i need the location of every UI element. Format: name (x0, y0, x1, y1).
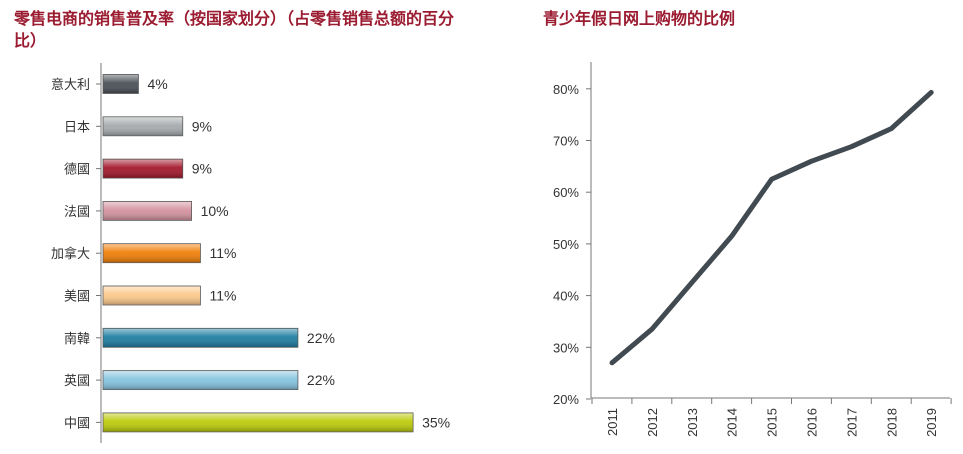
category-label: 英國 (64, 374, 90, 389)
x-tick-label: 2012 (645, 408, 660, 437)
x-tick-label: 2015 (765, 408, 780, 437)
value-label: 10% (201, 203, 229, 219)
value-label: 11% (209, 288, 236, 304)
value-label: 11% (209, 245, 236, 261)
value-label: 35% (422, 414, 450, 430)
y-tick-label: 40% (553, 289, 579, 304)
bar-shine (103, 371, 298, 390)
value-label: 22% (307, 330, 335, 346)
category-label: 德國 (64, 163, 90, 178)
series-line (609, 89, 934, 366)
category-label: 法國 (64, 205, 90, 220)
value-label: 22% (307, 372, 335, 388)
bar-shine (103, 244, 200, 263)
bar-shine (103, 201, 192, 220)
y-tick-label: 30% (553, 340, 579, 355)
bar-shine (103, 159, 183, 178)
line-chart-title: 青少年假日网上购物的比例 (543, 9, 736, 28)
y-tick-label: 60% (553, 185, 579, 200)
bar-shine (103, 328, 298, 347)
x-tick-label: 2013 (685, 408, 700, 437)
y-tick-label: 80% (553, 82, 579, 97)
bar-chart: 意大利 4% 日本 9% 德國 9% 法國 10% 加拿大 11% 美國 11% 南韓 22% 英國 22% 中… (51, 63, 450, 443)
value-label: 4% (147, 76, 167, 92)
bar-shine (103, 413, 413, 432)
bar-shine (103, 117, 183, 136)
category-label: 日本 (64, 120, 90, 135)
y-tick-label: 50% (553, 237, 579, 252)
x-tick-label: 2014 (725, 408, 740, 437)
category-label: 加拿大 (51, 246, 90, 262)
category-label: 意大利 (51, 77, 90, 93)
y-tick-label: 20% (553, 392, 579, 407)
bar-chart-title: 零售电商的销售普及率（按国家划分）（占零售销售总额的百分比） (14, 9, 455, 50)
value-label: 9% (192, 118, 212, 134)
x-tick-label: 2019 (924, 408, 939, 437)
x-tick-label: 2017 (844, 408, 859, 437)
x-tick-label: 2016 (805, 408, 820, 437)
y-tick-label: 70% (553, 134, 579, 149)
category-label: 中國 (64, 416, 90, 431)
bar-shine (103, 286, 200, 305)
value-label: 9% (192, 161, 212, 177)
x-tick-label: 2011 (605, 408, 620, 436)
category-label: 南韓 (64, 331, 90, 347)
category-label: 美國 (64, 290, 90, 305)
bar-shine (103, 75, 138, 93)
x-tick-label: 2018 (884, 408, 899, 437)
